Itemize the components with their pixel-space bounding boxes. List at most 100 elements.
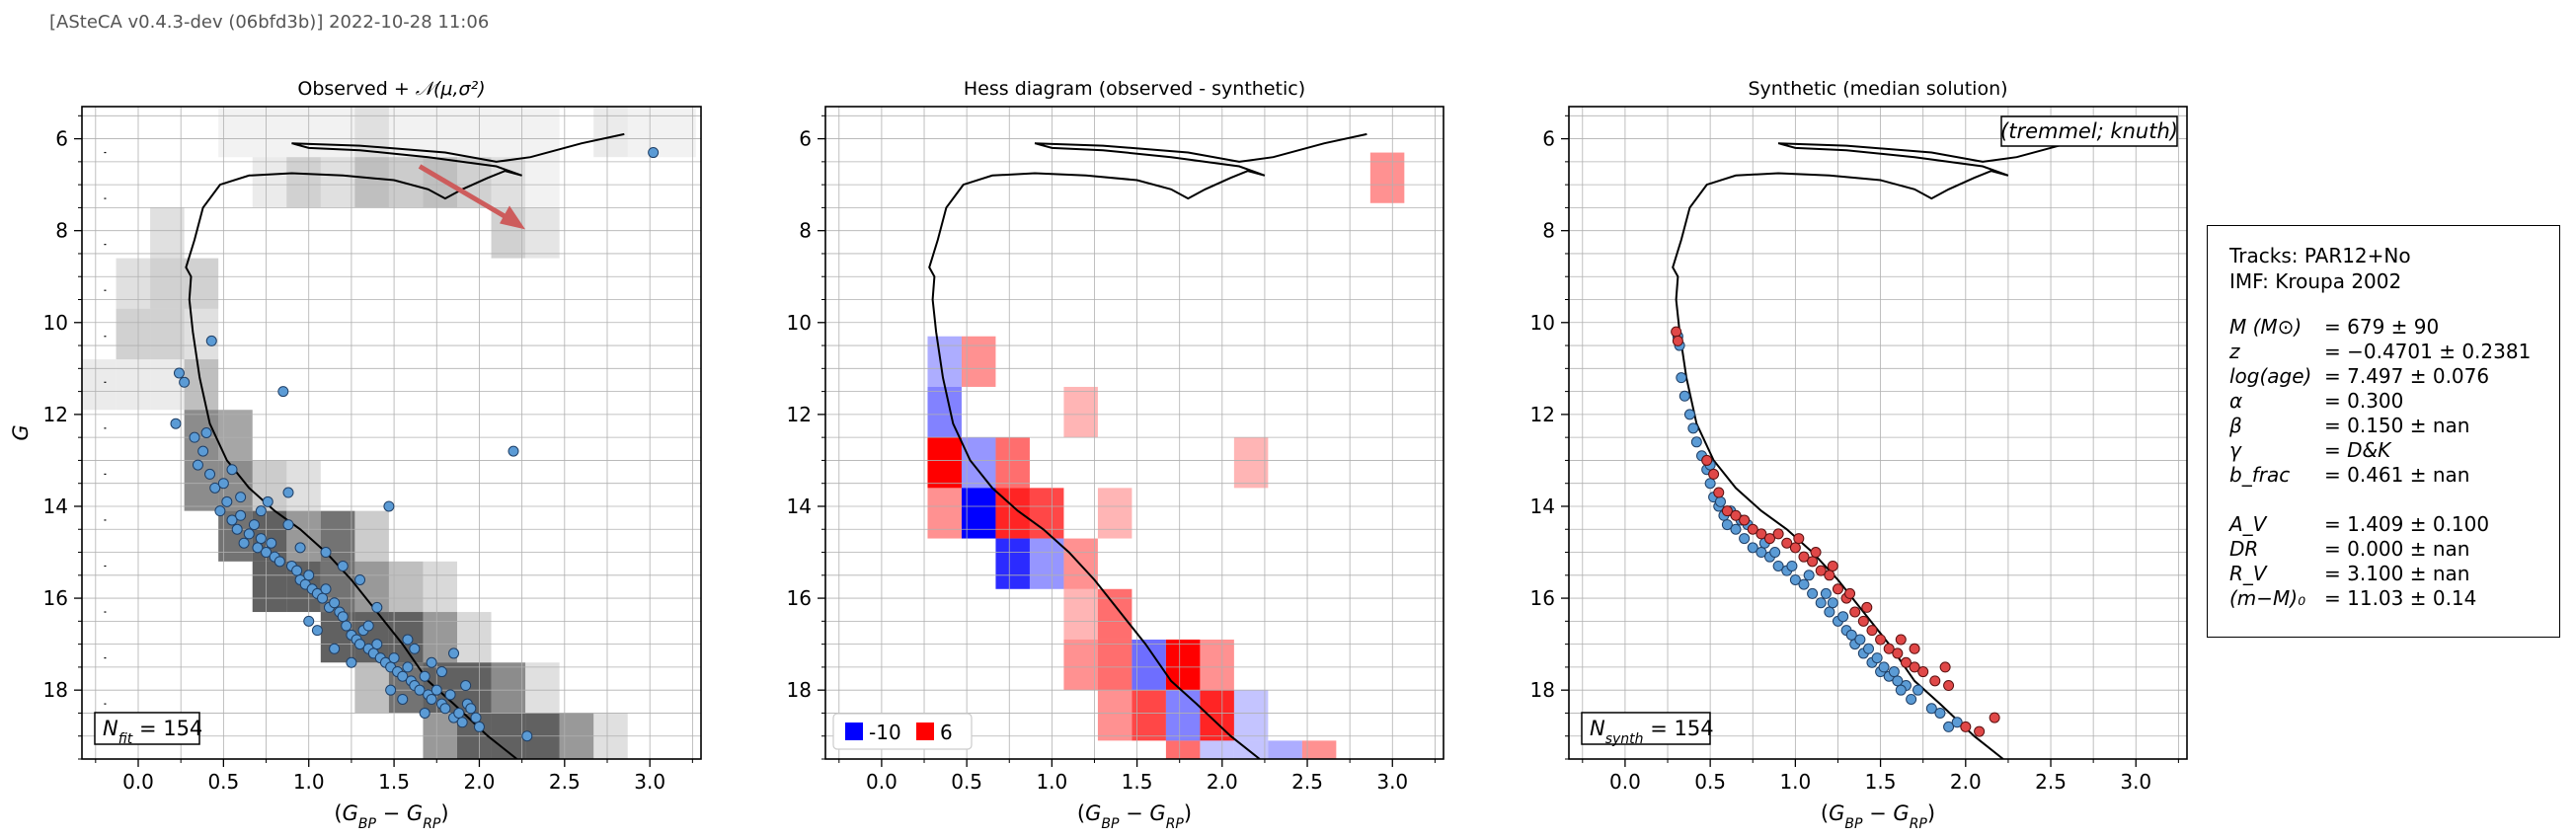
synth-point-binary	[1909, 661, 1920, 673]
x-tick-label: 2.5	[2035, 770, 2067, 794]
legend-box	[832, 713, 973, 750]
star-point	[235, 509, 247, 521]
star-point	[311, 625, 323, 637]
hess-bin	[491, 713, 526, 759]
star-point	[337, 560, 349, 571]
synth-point-single	[1888, 666, 1900, 678]
panel-title: Hess diagram (observed - synthetic)	[964, 78, 1305, 100]
header-stamp: [ASteCA v0.4.3-dev (06bfd3b)] 2022-10-28…	[49, 12, 490, 33]
x-axis-label-part: G	[1893, 801, 1909, 825]
hess-diff-cell	[1063, 588, 1098, 640]
hess-diff-cell	[1063, 386, 1098, 438]
synth-point-single	[1951, 717, 1963, 728]
synth-point-single	[1803, 570, 1815, 581]
synth-point-binary	[1929, 675, 1941, 687]
hess-diff-cell	[1369, 152, 1405, 203]
y-tick-label: 18	[1530, 678, 1555, 702]
star-point	[371, 601, 383, 613]
extinction-arrow	[418, 164, 515, 224]
legend-label: -10	[869, 721, 901, 744]
panel-title: Observed + 𝒩(μ,σ²)	[297, 78, 485, 100]
star-point	[273, 556, 285, 568]
star-point	[231, 523, 243, 535]
x-axis-label-part: )	[1927, 801, 1935, 825]
hess-diff-cell	[961, 488, 996, 539]
synth-point-binary	[1807, 556, 1819, 568]
star-point	[426, 693, 437, 705]
star-point	[238, 537, 250, 549]
synth-point-binary	[1900, 656, 1912, 668]
star-point	[192, 459, 203, 471]
hess-diff-cell	[961, 437, 996, 489]
x-axis-label-part: BP	[1844, 816, 1863, 832]
star-point	[402, 661, 414, 673]
param-value-dm: = 11.03 ± 0.14	[2324, 586, 2477, 610]
x-axis-label-part: −	[1862, 801, 1893, 825]
plot-area	[825, 107, 1444, 759]
axes-frame	[81, 106, 702, 760]
star-point	[439, 703, 451, 715]
plot-area	[82, 107, 701, 814]
param-value-gamma: = D&K	[2324, 438, 2391, 462]
hess-diff-cell	[1029, 488, 1064, 539]
isochrone-line	[928, 132, 1367, 759]
param-label-alpha: α	[2229, 389, 2243, 413]
x-tick-label: 3.0	[2120, 770, 2151, 794]
star-point	[419, 707, 430, 719]
star-point	[453, 707, 465, 719]
x-axis-label-part: G	[1829, 801, 1844, 825]
param-value-av: = 1.409 ± 0.100	[2324, 512, 2490, 536]
synth-point-binary	[1883, 643, 1895, 654]
x-tick-label: 1.0	[1036, 770, 1067, 794]
hess-bin	[457, 612, 492, 663]
star-point	[354, 639, 366, 650]
star-point	[266, 537, 277, 549]
hess-bin	[116, 258, 151, 309]
hess-bin	[286, 510, 321, 562]
star-point	[226, 514, 238, 526]
title-text: Observed +	[297, 78, 415, 100]
synth-point-single	[1739, 533, 1751, 545]
star-point	[465, 703, 477, 715]
param-value-rv: = 3.100 ± nan	[2324, 562, 2470, 585]
synth-point-binary	[1756, 528, 1767, 540]
star-point	[337, 611, 349, 623]
synth-point-single	[1912, 684, 1924, 696]
synth-point-binary	[1739, 514, 1751, 526]
hess-bin	[423, 561, 457, 613]
synth-point-binary	[1730, 509, 1742, 521]
hess-bin	[593, 764, 628, 814]
annotation-subscript: synth	[1605, 731, 1644, 747]
star-point	[388, 652, 400, 664]
hess-diff-cell	[1268, 740, 1302, 759]
hess-bin	[492, 764, 526, 814]
x-tick-label: 0.5	[207, 770, 239, 794]
star-point	[179, 376, 191, 388]
y-tick-label: 14	[1530, 495, 1555, 518]
synth-point-binary	[1708, 468, 1720, 480]
star-point	[430, 684, 442, 696]
star-point	[170, 418, 182, 429]
hess-diff-cell	[1165, 639, 1201, 691]
star-point	[346, 656, 357, 668]
hess-bin	[150, 308, 185, 360]
synth-point-single	[1871, 652, 1883, 664]
star-point	[226, 464, 238, 476]
hess-bin	[286, 157, 321, 208]
synth-point-binary	[1701, 454, 1713, 466]
y-tick-label: 14	[43, 495, 68, 518]
synth-point-single	[1906, 693, 1917, 705]
x-axis-label-part: G	[1085, 801, 1101, 825]
synth-point-binary	[1875, 634, 1887, 646]
synth-point-binary	[1747, 523, 1758, 535]
synth-point-single	[1895, 684, 1907, 696]
y-tick-label: 12	[787, 403, 812, 426]
hess-diff-cell	[1233, 690, 1269, 741]
y-tick-label: 8	[55, 219, 68, 243]
hess-bin	[252, 157, 287, 208]
star-point	[354, 573, 366, 585]
y-tick-label: 16	[1530, 586, 1555, 610]
panel-hess: 0.0 0.5 1.0 1.5 2.0 2.5 3.0 6 8 10 12 14 16 18 Hess di…	[787, 78, 1444, 832]
synth-point-single	[1815, 597, 1827, 609]
